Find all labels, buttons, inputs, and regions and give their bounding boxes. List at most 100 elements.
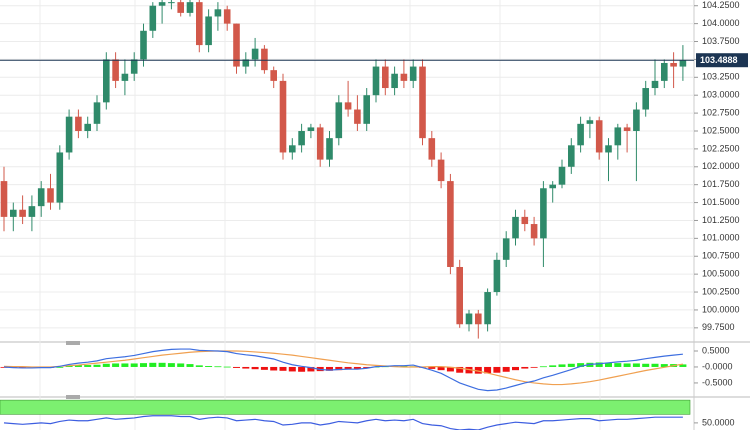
- candle-body: [10, 209, 17, 217]
- histogram-bar: [567, 363, 575, 367]
- y-tick-label: 100.5000: [702, 269, 740, 279]
- y-tick-label: 103.7500: [702, 36, 740, 46]
- histogram-bar: [353, 366, 361, 369]
- candle-body: [37, 188, 45, 207]
- histogram-bar: [288, 366, 296, 372]
- y-tick-label: 102.0000: [702, 161, 740, 171]
- candle-body: [270, 70, 277, 81]
- candle-body: [196, 2, 203, 46]
- indicator-line: [3, 415, 683, 430]
- histogram-bar: [251, 366, 259, 370]
- candle-body: [261, 48, 268, 71]
- histogram-bar: [93, 364, 101, 367]
- histogram-bar: [660, 364, 668, 367]
- y-tick-label: -0.0000: [702, 361, 733, 371]
- y-tick-label: 100.0000: [702, 304, 740, 314]
- histogram-bar: [149, 362, 157, 367]
- y-tick-label: 100.2500: [702, 286, 740, 296]
- candle-body: [354, 109, 361, 124]
- candle-body: [558, 166, 566, 185]
- histogram-bar: [205, 366, 213, 367]
- candle-body: [642, 88, 649, 110]
- candle-body: [84, 123, 91, 131]
- candle-body: [316, 127, 324, 160]
- histogram-bar: [493, 366, 501, 373]
- candle-body: [233, 23, 240, 67]
- histogram-bar: [140, 363, 147, 367]
- candle-body: [670, 62, 677, 67]
- candle-body: [0, 181, 8, 217]
- candle-body: [205, 16, 212, 46]
- candle-body: [633, 109, 640, 131]
- histogram-bar: [270, 366, 278, 371]
- histogram-bar: [74, 365, 82, 367]
- band: [0, 399, 691, 415]
- histogram-bar: [260, 366, 268, 370]
- candle-body: [595, 120, 603, 153]
- histogram-bar: [474, 366, 482, 374]
- histogram-bar: [595, 362, 603, 367]
- histogram-bar: [521, 366, 529, 369]
- histogram-bar: [65, 365, 73, 367]
- candle-body: [475, 313, 482, 325]
- histogram-bar: [437, 366, 445, 371]
- histogram-bar: [112, 363, 120, 367]
- histogram-bar: [84, 365, 92, 367]
- candle-body: [121, 73, 129, 81]
- candle-body: [614, 127, 622, 146]
- last-price-label: 103.4888: [700, 55, 738, 65]
- y-tick-label: 102.5000: [702, 125, 740, 135]
- candle-body: [130, 59, 138, 74]
- candle-body: [530, 224, 538, 239]
- candle-body: [279, 80, 287, 153]
- candle-body: [56, 152, 64, 203]
- histogram-bar: [177, 363, 185, 367]
- candle-body: [326, 138, 333, 160]
- candle-body: [391, 73, 398, 89]
- candle-body: [298, 130, 305, 146]
- histogram-bar: [279, 366, 287, 371]
- y-tick-label: 101.2500: [702, 215, 740, 225]
- histogram-bar: [167, 363, 175, 367]
- y-tick-label: 101.0000: [702, 233, 740, 243]
- candle-body: [251, 48, 259, 60]
- candle-body: [177, 2, 184, 13]
- panel-handle[interactable]: [66, 395, 80, 399]
- histogram-bar: [326, 366, 333, 371]
- candle-body: [623, 127, 631, 131]
- candle-body: [214, 9, 222, 17]
- histogram-bar: [549, 365, 557, 367]
- histogram-bar: [605, 362, 612, 367]
- candle-body: [103, 59, 110, 103]
- candle-body: [568, 145, 575, 167]
- candle-body: [242, 59, 250, 67]
- candle-body: [289, 145, 296, 153]
- candle-body: [456, 266, 463, 325]
- y-tick-label: 99.7500: [702, 322, 735, 332]
- histogram-bar: [632, 363, 640, 367]
- candle-body: [586, 120, 594, 124]
- y-tick-label: 100.7500: [702, 251, 740, 261]
- panel-handle[interactable]: [66, 341, 80, 345]
- candle-body: [661, 62, 668, 81]
- candle-body: [307, 127, 315, 131]
- histogram-bar: [214, 366, 222, 368]
- candle-body: [521, 216, 529, 225]
- candle-body: [149, 5, 157, 31]
- histogram-bar: [623, 363, 631, 367]
- candle-body: [335, 102, 343, 139]
- candle-body: [223, 9, 231, 24]
- candle-body: [437, 159, 445, 182]
- y-tick-label: 50.0000: [702, 417, 735, 427]
- candle-body: [484, 292, 491, 325]
- candle-body: [409, 66, 417, 81]
- y-tick-label: -0.5000: [702, 377, 733, 387]
- histogram-bar: [102, 363, 110, 367]
- y-tick-label: 101.7500: [702, 179, 740, 189]
- histogram-bar: [186, 364, 194, 367]
- candle-body: [549, 184, 556, 189]
- candle-body: [47, 188, 54, 203]
- histogram-bar: [344, 366, 352, 370]
- candle-body: [419, 66, 426, 139]
